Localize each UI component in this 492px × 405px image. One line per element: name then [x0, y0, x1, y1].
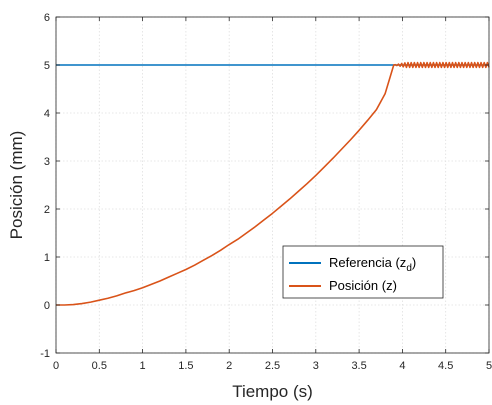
legend-label-posicion: Posición (z)	[329, 278, 397, 293]
legend: Referencia (zd) Posición (z)	[282, 245, 444, 299]
y-tick-label: 4	[44, 108, 50, 120]
x-tick-label: 3	[313, 360, 319, 372]
series-line-posicion	[56, 61, 490, 306]
x-tick-label: 3.5	[351, 360, 366, 372]
y-axis-title: Posición (mm)	[7, 131, 26, 240]
x-axis-title: Tiempo (s)	[232, 382, 313, 401]
x-tick-label: 5	[486, 360, 492, 372]
y-tick-label: 0	[44, 300, 50, 312]
y-tick-label: 3	[44, 156, 50, 168]
y-tick-label: 1	[44, 252, 50, 264]
y-tick-label: 5	[44, 60, 50, 72]
y-tick-label: 6	[44, 12, 50, 24]
legend-box	[282, 245, 444, 299]
x-tick-label: 4	[399, 360, 405, 372]
x-tick-label: 0	[53, 360, 59, 372]
y-tick-label: 2	[44, 204, 50, 216]
x-tick-label: 0.5	[92, 360, 107, 372]
x-tick-label: 2.5	[265, 360, 280, 372]
x-tick-label: 4.5	[438, 360, 453, 372]
legend-label-referencia: Referencia (zd)	[329, 255, 416, 274]
x-tick-label: 1.5	[178, 360, 193, 372]
x-tick-label: 1	[140, 360, 146, 372]
series-layer	[56, 61, 490, 306]
y-tick-label: -1	[40, 348, 50, 360]
legend-subscript-d: d	[406, 263, 412, 274]
x-tick-label: 2	[226, 360, 232, 372]
